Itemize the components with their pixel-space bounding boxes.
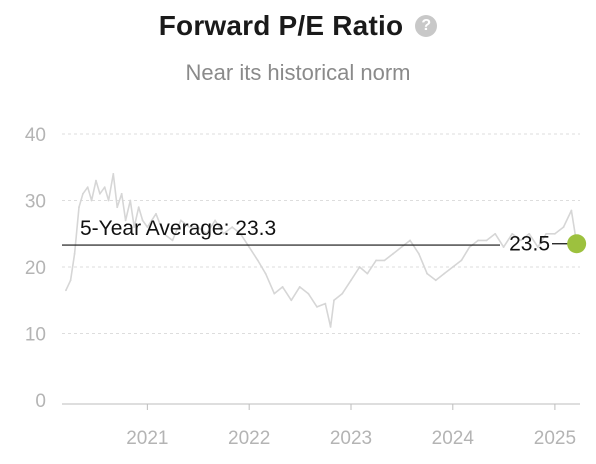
data-point-11 [112, 173, 115, 175]
data-point-70 [570, 209, 573, 212]
data-point-34 [273, 292, 276, 295]
data-point-51 [409, 239, 411, 242]
data-point-65 [528, 232, 531, 235]
data-point-47 [375, 259, 377, 262]
data-point-41 [329, 326, 332, 328]
y-tick-label-10: 10 [25, 325, 46, 346]
x-tick-label-2023: 2023 [330, 428, 372, 449]
data-point-52 [417, 252, 420, 255]
data-point-35 [281, 286, 284, 288]
data-point-22 [171, 239, 174, 242]
data-point-37 [298, 286, 301, 288]
data-point-21 [162, 232, 165, 235]
data-point-67 [545, 232, 548, 235]
data-point-2 [73, 252, 76, 255]
data-point-13 [120, 192, 123, 195]
data-point-17 [137, 206, 140, 209]
data-point-66 [537, 246, 539, 249]
data-point-6 [90, 199, 93, 202]
data-point-14 [124, 219, 127, 222]
title-row: Forward P/E Ratio? [0, 10, 596, 42]
data-point-12 [116, 206, 119, 209]
data-point-25 [196, 226, 199, 229]
y-tick-label-40: 40 [25, 125, 46, 146]
data-point-1 [69, 279, 72, 282]
current-value-marker [567, 234, 587, 254]
data-point-39 [316, 306, 318, 308]
x-tick-label-2022: 2022 [228, 428, 270, 449]
data-point-46 [366, 272, 369, 275]
y-axis-labels: 0 10 20 30 40 [25, 125, 46, 412]
data-point-38 [307, 292, 310, 295]
data-point-16 [133, 226, 136, 229]
data-point-18 [141, 219, 144, 222]
data-point-54 [434, 279, 437, 282]
y-tick-label-0: 0 [35, 391, 46, 412]
data-point-33 [264, 272, 267, 275]
data-point-61 [494, 232, 497, 235]
data-point-49 [392, 252, 394, 255]
data-point-53 [426, 272, 428, 275]
question-icon[interactable]: ? [415, 15, 438, 37]
data-point-0 [65, 289, 67, 292]
x-tick-label-2021: 2021 [126, 428, 168, 449]
data-point-15 [129, 199, 132, 202]
current-value-label: 23.5 [509, 233, 550, 256]
data-point-60 [485, 239, 488, 242]
data-point-44 [350, 279, 352, 282]
data-point-32 [256, 259, 259, 262]
y-tick-label-30: 30 [25, 192, 46, 213]
data-point-58 [468, 246, 471, 249]
data-point-4 [82, 192, 84, 195]
pe-series-line [65, 173, 578, 328]
x-axis: 2021 2022 2023 2024 2025 [62, 403, 580, 449]
data-point-29 [231, 226, 234, 229]
data-point-50 [400, 246, 403, 249]
data-point-27 [214, 219, 217, 222]
data-point-40 [324, 302, 327, 305]
data-point-3 [78, 206, 80, 209]
series-group [65, 173, 578, 328]
x-tick-label-2024: 2024 [432, 428, 475, 449]
data-point-26 [205, 232, 208, 235]
chart-header: Forward P/E Ratio? Near its historical n… [0, 0, 596, 100]
data-point-62 [502, 246, 505, 249]
data-point-30 [239, 232, 242, 235]
data-point-56 [451, 266, 454, 268]
data-point-19 [146, 226, 149, 229]
data-point-69 [562, 226, 565, 229]
data-point-8 [99, 192, 101, 195]
data-point-10 [107, 199, 110, 202]
data-point-68 [554, 232, 556, 235]
data-point-57 [460, 259, 463, 262]
data-point-24 [188, 226, 191, 229]
data-point-42 [333, 299, 335, 302]
average-label: 5-Year Average: 23.3 [80, 217, 276, 240]
data-point-7 [95, 179, 97, 182]
y-tick-label-20: 20 [25, 258, 46, 279]
data-point-9 [103, 186, 106, 189]
data-point-48 [383, 259, 386, 262]
data-point-59 [477, 239, 480, 242]
data-point-23 [179, 219, 182, 222]
data-point-36 [290, 299, 293, 302]
data-point-64 [520, 239, 522, 242]
data-point-5 [86, 186, 89, 189]
current-group: 23.5 [509, 233, 587, 256]
grid-lines [62, 133, 580, 334]
average-group: 5-Year Average: 23.3 [62, 217, 500, 246]
data-point-43 [341, 292, 344, 295]
data-point-31 [248, 246, 251, 249]
chart-title: Forward P/E Ratio [158, 10, 404, 41]
data-point-28 [222, 232, 225, 235]
data-point-55 [443, 272, 446, 275]
x-tick-label-2025: 2025 [534, 428, 576, 449]
data-point-63 [511, 232, 514, 235]
chart-subtitle: Near its historical norm [185, 60, 411, 85]
data-point-45 [358, 266, 361, 268]
data-point-20 [155, 212, 157, 215]
